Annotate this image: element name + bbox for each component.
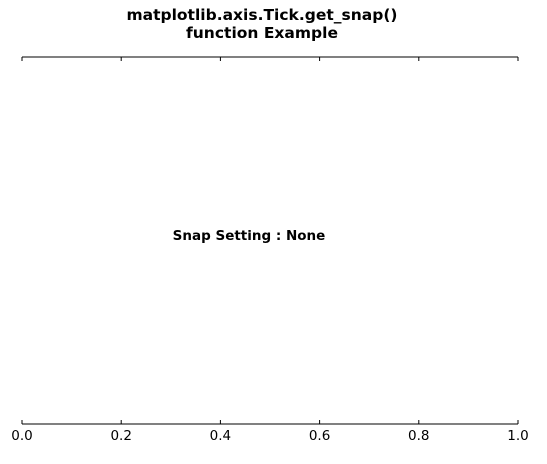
chart-title-line-2: function Example <box>186 24 338 42</box>
plot-area: 0.0 0.2 0.4 0.6 0.8 1.0 Snap Setting : None <box>11 56 529 444</box>
x-tick-label-1: 0.2 <box>110 428 131 444</box>
chart-title-line-1: matplotlib.axis.Tick.get_snap() <box>126 6 397 24</box>
snap-setting-annotation: Snap Setting : None <box>173 228 326 244</box>
x-tick-label-5: 1.0 <box>507 428 528 444</box>
x-ticks: 0.0 0.2 0.4 0.6 0.8 1.0 <box>11 57 529 444</box>
x-tick-label-4: 0.8 <box>408 428 429 444</box>
x-tick-label-2: 0.4 <box>210 428 231 444</box>
x-tick-label-3: 0.6 <box>309 428 330 444</box>
x-tick-label-0: 0.0 <box>11 428 32 444</box>
